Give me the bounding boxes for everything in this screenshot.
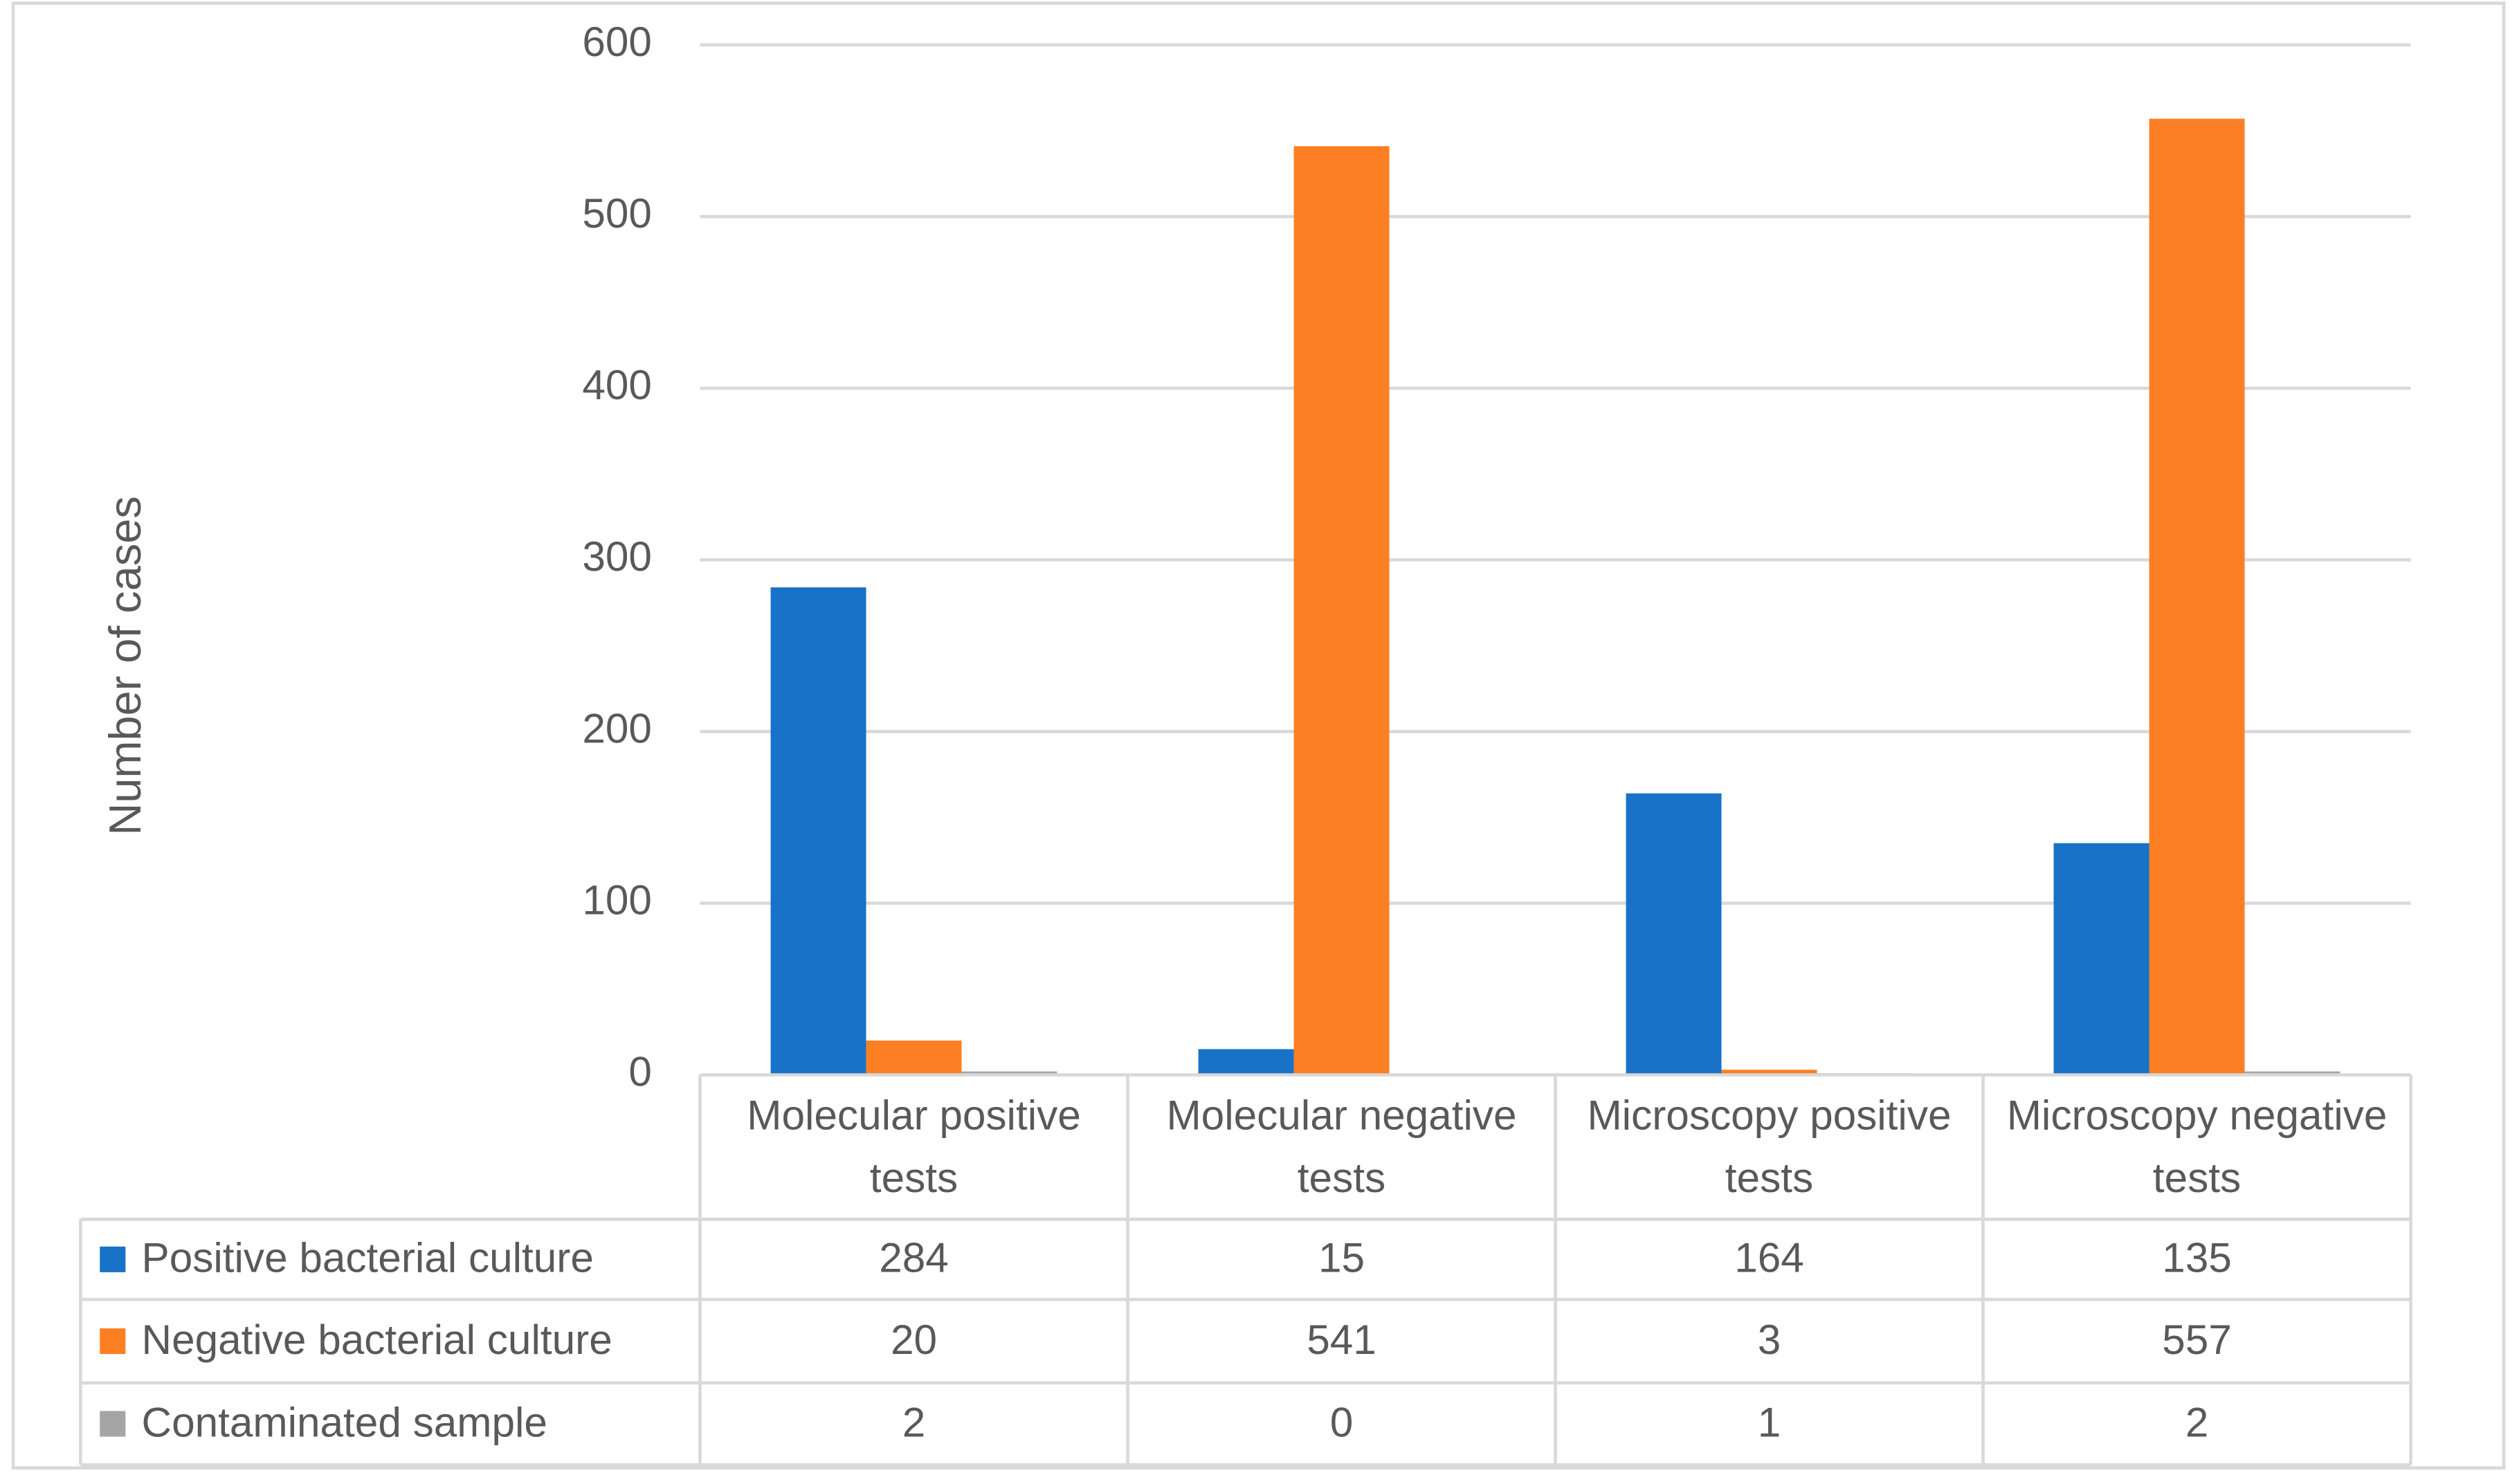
bar — [2244, 1071, 2341, 1075]
table-value: 1 — [1758, 1398, 1781, 1445]
y-tick-label: 100 — [582, 876, 652, 923]
x-tick-label-box: Microscopy negative tests — [2006, 1090, 2388, 1202]
y-tick-label: 500 — [582, 190, 652, 237]
table-value: 15 — [1318, 1234, 1365, 1281]
table-value: 284 — [879, 1234, 949, 1281]
x-tick-label: Microscopy positive tests — [1587, 1090, 1952, 1202]
x-tick-label-box: Molecular negative tests — [1166, 1090, 1517, 1202]
legend-label: Negative bacterial culture — [142, 1316, 612, 1363]
bar — [866, 1041, 962, 1075]
table-value: 0 — [1330, 1398, 1354, 1445]
y-tick-label: 400 — [582, 361, 652, 408]
y-tick-label: 0 — [628, 1048, 652, 1095]
y-tick-label: 600 — [582, 18, 652, 65]
bar — [1626, 793, 1722, 1075]
table-value: 2 — [2186, 1398, 2209, 1445]
bar — [1293, 146, 1390, 1075]
x-tick-label-box: Molecular positive tests — [747, 1090, 1081, 1202]
bar — [1198, 1049, 1294, 1075]
legend-swatch — [100, 1246, 126, 1272]
chart-border — [11, 1, 2506, 1470]
x-tick-label: Molecular negative tests — [1166, 1090, 1517, 1202]
bar — [2053, 843, 2150, 1075]
y-axis-label: Number of cases — [100, 496, 150, 836]
table-value: 135 — [2162, 1234, 2232, 1281]
table-value: 2 — [902, 1398, 926, 1445]
bar — [2149, 118, 2245, 1075]
table-value: 164 — [1734, 1234, 1804, 1281]
bar — [961, 1071, 1057, 1075]
table-value: 557 — [2162, 1316, 2232, 1363]
bar — [770, 587, 866, 1075]
bar — [1721, 1070, 1817, 1075]
x-tick-label: Microscopy negative tests — [2006, 1090, 2388, 1202]
x-tick-label-box: Microscopy positive tests — [1587, 1090, 1952, 1202]
legend-swatch — [100, 1328, 126, 1355]
table-value: 3 — [1758, 1316, 1781, 1363]
x-tick-label: Molecular positive tests — [747, 1090, 1081, 1202]
legend-label: Positive bacterial culture — [142, 1234, 594, 1281]
y-tick-label: 200 — [582, 704, 652, 751]
table-value: 20 — [891, 1316, 937, 1363]
legend-swatch — [100, 1411, 126, 1437]
legend-label: Contaminated sample — [142, 1398, 547, 1445]
y-tick-label: 300 — [582, 533, 652, 580]
table-value: 541 — [1307, 1316, 1376, 1363]
